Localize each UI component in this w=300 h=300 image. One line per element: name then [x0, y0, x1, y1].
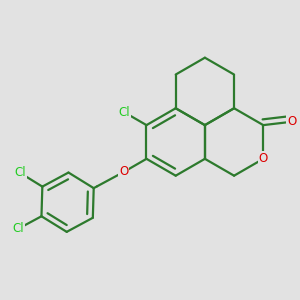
- Text: O: O: [287, 115, 297, 128]
- Text: Cl: Cl: [13, 222, 24, 235]
- Text: Cl: Cl: [119, 106, 130, 119]
- Text: O: O: [259, 152, 268, 165]
- Text: Cl: Cl: [14, 166, 26, 179]
- Text: O: O: [119, 166, 128, 178]
